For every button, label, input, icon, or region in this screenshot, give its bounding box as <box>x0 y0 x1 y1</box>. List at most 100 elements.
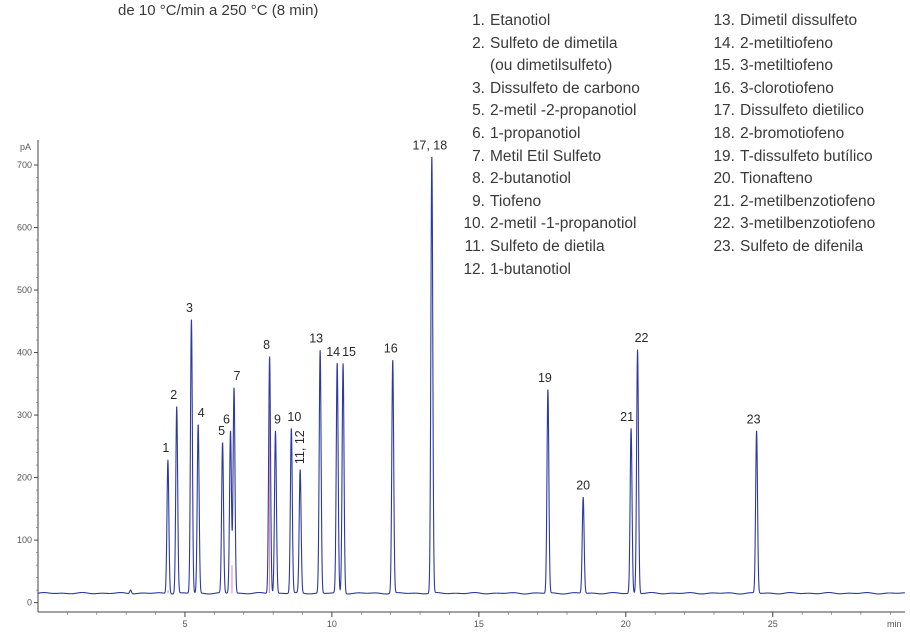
peak-marker <box>221 442 224 444</box>
legend-number: 14. <box>713 34 735 52</box>
peak-label: 15 <box>342 345 356 359</box>
legend-item: 17. Dissulfeto dietilico <box>708 100 875 123</box>
legend-number: 5. <box>472 102 485 120</box>
legend-compound-name: Dissulfeto dietilico <box>740 102 865 120</box>
legend-compound-name: Sulfeto de difenila <box>740 237 864 255</box>
peak-label: 13 <box>309 332 323 346</box>
legend-number: 21. <box>713 192 735 210</box>
legend-number: 18. <box>713 124 735 142</box>
peak-marker <box>336 363 338 365</box>
legend-number: 8. <box>472 170 485 188</box>
legend-number: 10. <box>463 215 485 233</box>
legend-compound-name: 2-metil -2-propanotiol <box>490 102 637 120</box>
legend-item: 19. T-dissulfeto butílico <box>708 146 875 169</box>
chromatogram-trace <box>37 156 905 595</box>
peak-label: 3 <box>186 301 193 315</box>
legend-number: 23. <box>713 237 735 255</box>
peak-label: 1 <box>162 441 169 455</box>
legend-number: 13. <box>713 12 735 29</box>
legend-compound-name: Dissulfeto de carbono <box>490 79 640 97</box>
legend-compound-name: 1-butanotiol <box>490 260 572 278</box>
legend-compound-name: 2-metil -1-propanotiol <box>490 215 637 233</box>
peak-label: 19 <box>538 371 552 385</box>
y-tick-label: 0 <box>27 598 32 608</box>
peak-label: 17, 18 <box>412 139 447 153</box>
y-tick-label: 600 <box>17 223 32 233</box>
peak-marker <box>229 430 232 432</box>
legend-number: 3. <box>472 79 485 97</box>
legend-compound-name: T-dissulfeto butílico <box>740 147 873 165</box>
x-tick-label: 15 <box>474 619 484 629</box>
peak-label: 9 <box>274 412 281 426</box>
peak-label: 4 <box>198 406 205 420</box>
legend-item: 14. 2-metiltiofeno <box>708 33 875 56</box>
peak-label: 14 <box>326 345 340 359</box>
oven-program-note: de 10 °C/min a 250 °C (8 min) <box>118 2 319 19</box>
legend-item: 10. 2-metil -1-propanotiol <box>458 213 640 236</box>
legend-item: 8. 2-butanotiol <box>458 168 640 191</box>
peak-label: 11, 12 <box>293 430 307 464</box>
legend-item: 3. Dissulfeto de carbono <box>458 78 640 101</box>
legend-number: 12. <box>463 260 485 278</box>
legend-compound-name: 3-clorotiofeno <box>740 79 834 97</box>
legend-item: 5. 2-metil -2-propanotiol <box>458 100 640 123</box>
legend-number: 15. <box>713 57 735 75</box>
peak-label: 2 <box>170 388 177 402</box>
legend-item: 20. Tionafteno <box>708 168 875 191</box>
legend-compound-name: Tiofeno <box>490 192 542 210</box>
x-tick-label: 25 <box>768 619 778 629</box>
peak-marker <box>755 430 758 432</box>
peak-label: 21 <box>620 410 634 424</box>
legend-number: 17. <box>713 102 735 120</box>
legend-item: 22. 3-metilbenzotiofeno <box>708 213 875 236</box>
legend-number: 20. <box>713 170 735 188</box>
legend-item: 18. 2-bromotiofeno <box>708 123 875 146</box>
legend-item: 11. Sulfeto de dietila <box>458 236 640 259</box>
legend-compound-name: Metil Etil Sulfeto <box>490 147 602 165</box>
peak-marker <box>176 406 178 408</box>
legend-item: 16. 3-clorotiofeno <box>708 78 875 101</box>
x-tick-label: 20 <box>621 619 631 629</box>
compound-legend-left: 1. Etanotiol 2. Sulfeto de dimetila 0.(ou di… <box>458 10 640 281</box>
x-tick-label: 5 <box>182 619 187 629</box>
peak-label: 8 <box>263 338 270 352</box>
legend-compound-name: Etanotiol <box>490 12 551 29</box>
peak-marker <box>547 389 549 391</box>
peak-marker <box>319 350 321 352</box>
legend-item: 6. 1-propanotiol <box>458 123 640 146</box>
legend-item: 15. 3-metiltiofeno <box>708 55 875 78</box>
y-tick-label: 200 <box>17 473 32 483</box>
legend-item: 2. Sulfeto de dimetila <box>458 33 640 56</box>
peak-marker <box>190 319 193 321</box>
compound-legend-right: 13. Dimetil dissulfeto 14. 2-metiltiofeno 15… <box>708 10 875 259</box>
peak-label: 23 <box>747 412 761 426</box>
y-tick-label: 100 <box>17 535 32 545</box>
legend-compound-name: 1-propanotiol <box>490 124 581 142</box>
peak-marker <box>392 360 394 362</box>
legend-number: 19. <box>713 147 735 165</box>
x-tick-label: 10 <box>327 619 337 629</box>
x-axis-title: min <box>887 619 902 629</box>
legend-compound-name: (ou dimetilsulfeto) <box>490 57 613 75</box>
legend-compound-name: Sulfeto de dimetila <box>490 34 618 52</box>
peak-label: 6 <box>223 412 230 426</box>
peak-marker <box>290 428 292 430</box>
peak-marker <box>342 363 344 365</box>
y-tick-label: 400 <box>17 348 32 358</box>
peak-label: 16 <box>384 342 398 356</box>
legend-compound-name: 2-metiltiofeno <box>740 34 834 52</box>
y-axis-title: pA <box>20 142 31 152</box>
peak-marker <box>268 356 271 358</box>
legend-number: 16. <box>713 79 735 97</box>
peak-label: 7 <box>234 369 241 383</box>
peak-label: 22 <box>635 331 649 345</box>
legend-number: 9. <box>472 192 485 210</box>
legend-item: 23. Sulfeto de difenila <box>708 236 875 259</box>
legend-compound-name: 3-metilbenzotiofeno <box>740 215 876 233</box>
legend-number: 6. <box>472 124 485 142</box>
legend-item: 0.(ou dimetilsulfeto) <box>458 55 640 78</box>
y-tick-label: 700 <box>17 160 32 170</box>
